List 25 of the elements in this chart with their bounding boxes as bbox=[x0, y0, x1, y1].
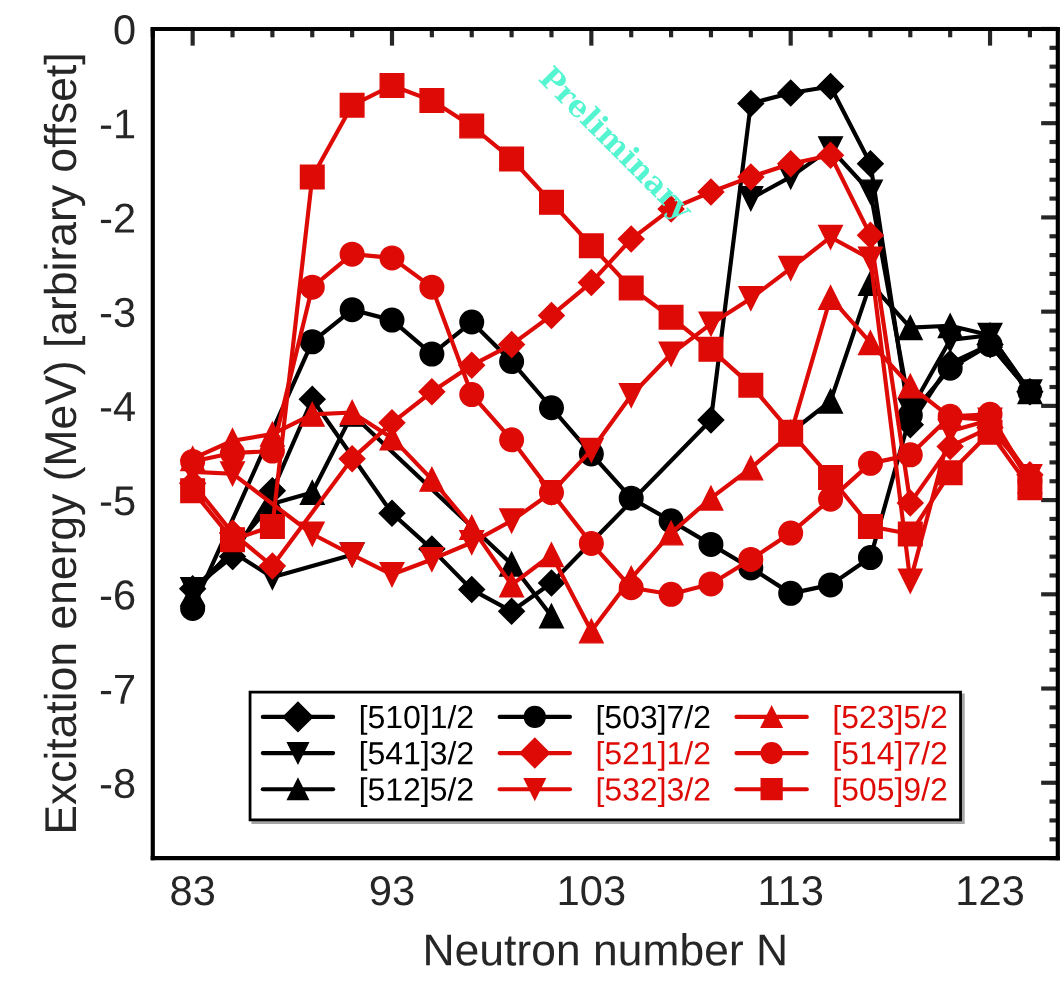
legend-label: [512]5/2 bbox=[360, 777, 473, 808]
y-tick-label: -1 bbox=[100, 109, 135, 139]
y-tick-label: -8 bbox=[100, 768, 135, 799]
y-tick-label: -6 bbox=[100, 580, 135, 610]
legend-label: [523]5/2 bbox=[834, 704, 947, 735]
y-tick-label: 0 bbox=[114, 14, 135, 45]
x-axis-title: Neutron number N bbox=[426, 933, 785, 966]
legend-label: [505]9/2 bbox=[834, 777, 947, 808]
y-tick-label: -5 bbox=[100, 486, 135, 516]
x-tick-label: 103 bbox=[559, 875, 625, 906]
x-tick-label: 113 bbox=[760, 875, 823, 906]
y-tick-label: -4 bbox=[100, 392, 135, 421]
y-tick-label: -3 bbox=[100, 297, 135, 328]
legend-label: [541]3/2 bbox=[360, 741, 473, 771]
x-tick-label: 93 bbox=[370, 875, 414, 906]
legend-label: [521]1/2 bbox=[597, 741, 710, 771]
y-axis-title: Excitation energy (MeV) [arbirary offset] bbox=[43, 55, 86, 831]
legend-label: [510]1/2 bbox=[360, 704, 473, 735]
legend-label: [532]3/2 bbox=[597, 777, 710, 808]
x-tick-label: 83 bbox=[171, 875, 214, 906]
legend-label: [503]7/2 bbox=[597, 704, 710, 735]
legend-label: [514]7/2 bbox=[834, 741, 947, 771]
y-tick-label: -2 bbox=[100, 203, 135, 233]
x-tick-label: 123 bbox=[958, 875, 1023, 906]
y-tick-label: -7 bbox=[100, 674, 135, 704]
